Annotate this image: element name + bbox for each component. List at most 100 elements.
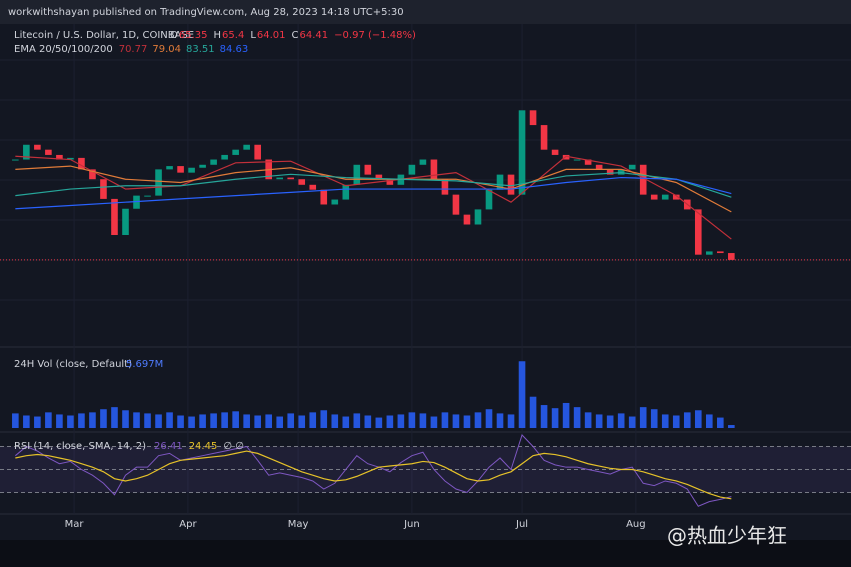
candle [463, 214, 471, 225]
volume-bar [606, 415, 614, 428]
candle [551, 149, 559, 155]
volume-bar [309, 412, 317, 428]
volume-bar [78, 413, 85, 428]
candle [287, 177, 295, 180]
candle [89, 169, 96, 180]
candle [595, 164, 603, 170]
volume-bar [573, 407, 581, 428]
ohlc-value: 64.41 [300, 30, 329, 41]
ohlc-value: 65.35 [179, 30, 208, 41]
candle [728, 253, 735, 260]
volume-bar [276, 416, 284, 428]
candle [419, 159, 427, 165]
candle [452, 194, 460, 215]
volume-bar [45, 412, 52, 428]
candle [353, 164, 361, 185]
candle [254, 144, 261, 160]
rsi-extra: ∅ ∅ [223, 441, 244, 452]
rsi-value: 26.41 [154, 441, 183, 452]
volume-bar [650, 409, 658, 428]
volume-bar [452, 414, 460, 428]
volume-bar [628, 416, 636, 428]
candle [45, 149, 52, 155]
x-tick-label: Jul [515, 519, 528, 530]
volume-bar [529, 396, 537, 428]
candle [67, 157, 74, 160]
candle [78, 157, 85, 170]
candle [717, 251, 724, 254]
volume-bar [122, 410, 129, 428]
candle [12, 159, 19, 161]
candle [188, 167, 195, 173]
chart-title: Litecoin / U.S. Dollar, 1D, COINBASE [14, 30, 194, 41]
candle [364, 164, 372, 175]
volume-bar [265, 414, 272, 428]
volume-bar [188, 416, 195, 428]
volume-bar [221, 412, 228, 428]
chart-area [0, 24, 851, 540]
volume-bar [364, 415, 372, 428]
candle [243, 144, 250, 150]
candle [331, 199, 339, 205]
candle [540, 125, 548, 150]
candle [661, 194, 669, 200]
volume-bar [254, 415, 261, 428]
volume-bar [298, 415, 306, 428]
volume-bar [133, 412, 140, 428]
volume-bar [661, 414, 669, 428]
ema-value: 70.77 [119, 44, 148, 55]
top-bar [0, 0, 851, 24]
publisher: workwithshayan published on TradingView.… [8, 7, 404, 18]
volume-bar [397, 414, 405, 428]
candle [705, 251, 713, 255]
ohlc-label: L [250, 30, 256, 41]
volume-bar [12, 413, 19, 428]
candle [23, 144, 30, 160]
candle [144, 195, 151, 197]
candle [342, 184, 350, 200]
volume-bar [562, 402, 570, 428]
change: −0.97 (−1.48%) [334, 30, 416, 41]
volume-value: 5.697M [126, 359, 163, 370]
candle [309, 184, 317, 190]
volume-bar [342, 416, 350, 428]
volume-bar [331, 414, 339, 428]
candle [298, 179, 306, 185]
ema-line [15, 172, 732, 198]
candle [133, 195, 140, 209]
volume-bar [111, 407, 118, 428]
rsi-line [15, 434, 732, 507]
candle [375, 174, 383, 180]
volume-bar [56, 414, 63, 428]
volume-title: 24H Vol (close, Default) [14, 359, 132, 370]
volume-bar [584, 412, 592, 428]
candle [320, 189, 328, 205]
volume-bar [144, 413, 151, 428]
ohlc-label: C [292, 30, 299, 41]
volume-bar [672, 415, 680, 428]
volume-bar [441, 412, 449, 428]
volume-bar [199, 414, 206, 428]
volume-bar [375, 417, 383, 428]
candle [100, 179, 107, 199]
ema-line [15, 155, 732, 240]
candle [639, 164, 647, 195]
x-tick-label: Jun [403, 519, 420, 530]
candle [650, 194, 658, 200]
x-tick-label: May [288, 519, 309, 530]
ema-line [15, 176, 732, 210]
candle [34, 144, 41, 150]
volume-bar [89, 412, 96, 428]
volume-bar [320, 410, 328, 428]
candle [177, 166, 184, 173]
candle [628, 164, 636, 170]
ema-value: 83.51 [186, 44, 215, 55]
volume-bar [639, 407, 647, 428]
ema-value: 84.63 [220, 44, 249, 55]
volume-bar [518, 361, 526, 428]
volume-bar [353, 413, 361, 428]
ema-value: 79.04 [152, 44, 181, 55]
candle [111, 198, 118, 235]
volume-bar [166, 412, 173, 428]
